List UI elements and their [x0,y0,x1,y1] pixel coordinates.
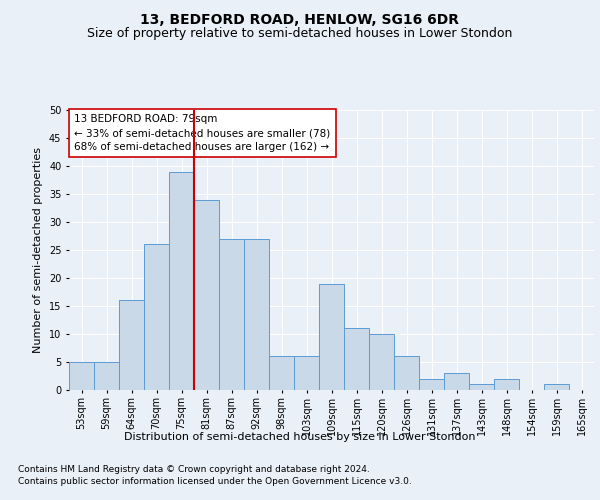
Bar [369,334,394,390]
Bar [444,373,469,390]
Bar [544,384,569,390]
Bar [294,356,319,390]
Y-axis label: Number of semi-detached properties: Number of semi-detached properties [34,147,43,353]
Bar [319,284,344,390]
Bar [394,356,419,390]
Bar [194,200,219,390]
Bar [469,384,494,390]
Bar [144,244,169,390]
Bar [69,362,94,390]
Bar [269,356,294,390]
Bar [169,172,194,390]
Text: 13 BEDFORD ROAD: 79sqm
← 33% of semi-detached houses are smaller (78)
68% of sem: 13 BEDFORD ROAD: 79sqm ← 33% of semi-det… [74,114,331,152]
Text: Distribution of semi-detached houses by size in Lower Stondon: Distribution of semi-detached houses by … [124,432,476,442]
Bar [94,362,119,390]
Bar [344,328,369,390]
Text: Contains HM Land Registry data © Crown copyright and database right 2024.: Contains HM Land Registry data © Crown c… [18,465,370,474]
Bar [419,379,444,390]
Bar [119,300,144,390]
Text: Contains public sector information licensed under the Open Government Licence v3: Contains public sector information licen… [18,478,412,486]
Bar [244,239,269,390]
Bar [494,379,519,390]
Text: 13, BEDFORD ROAD, HENLOW, SG16 6DR: 13, BEDFORD ROAD, HENLOW, SG16 6DR [140,12,460,26]
Text: Size of property relative to semi-detached houses in Lower Stondon: Size of property relative to semi-detach… [88,28,512,40]
Bar [219,239,244,390]
